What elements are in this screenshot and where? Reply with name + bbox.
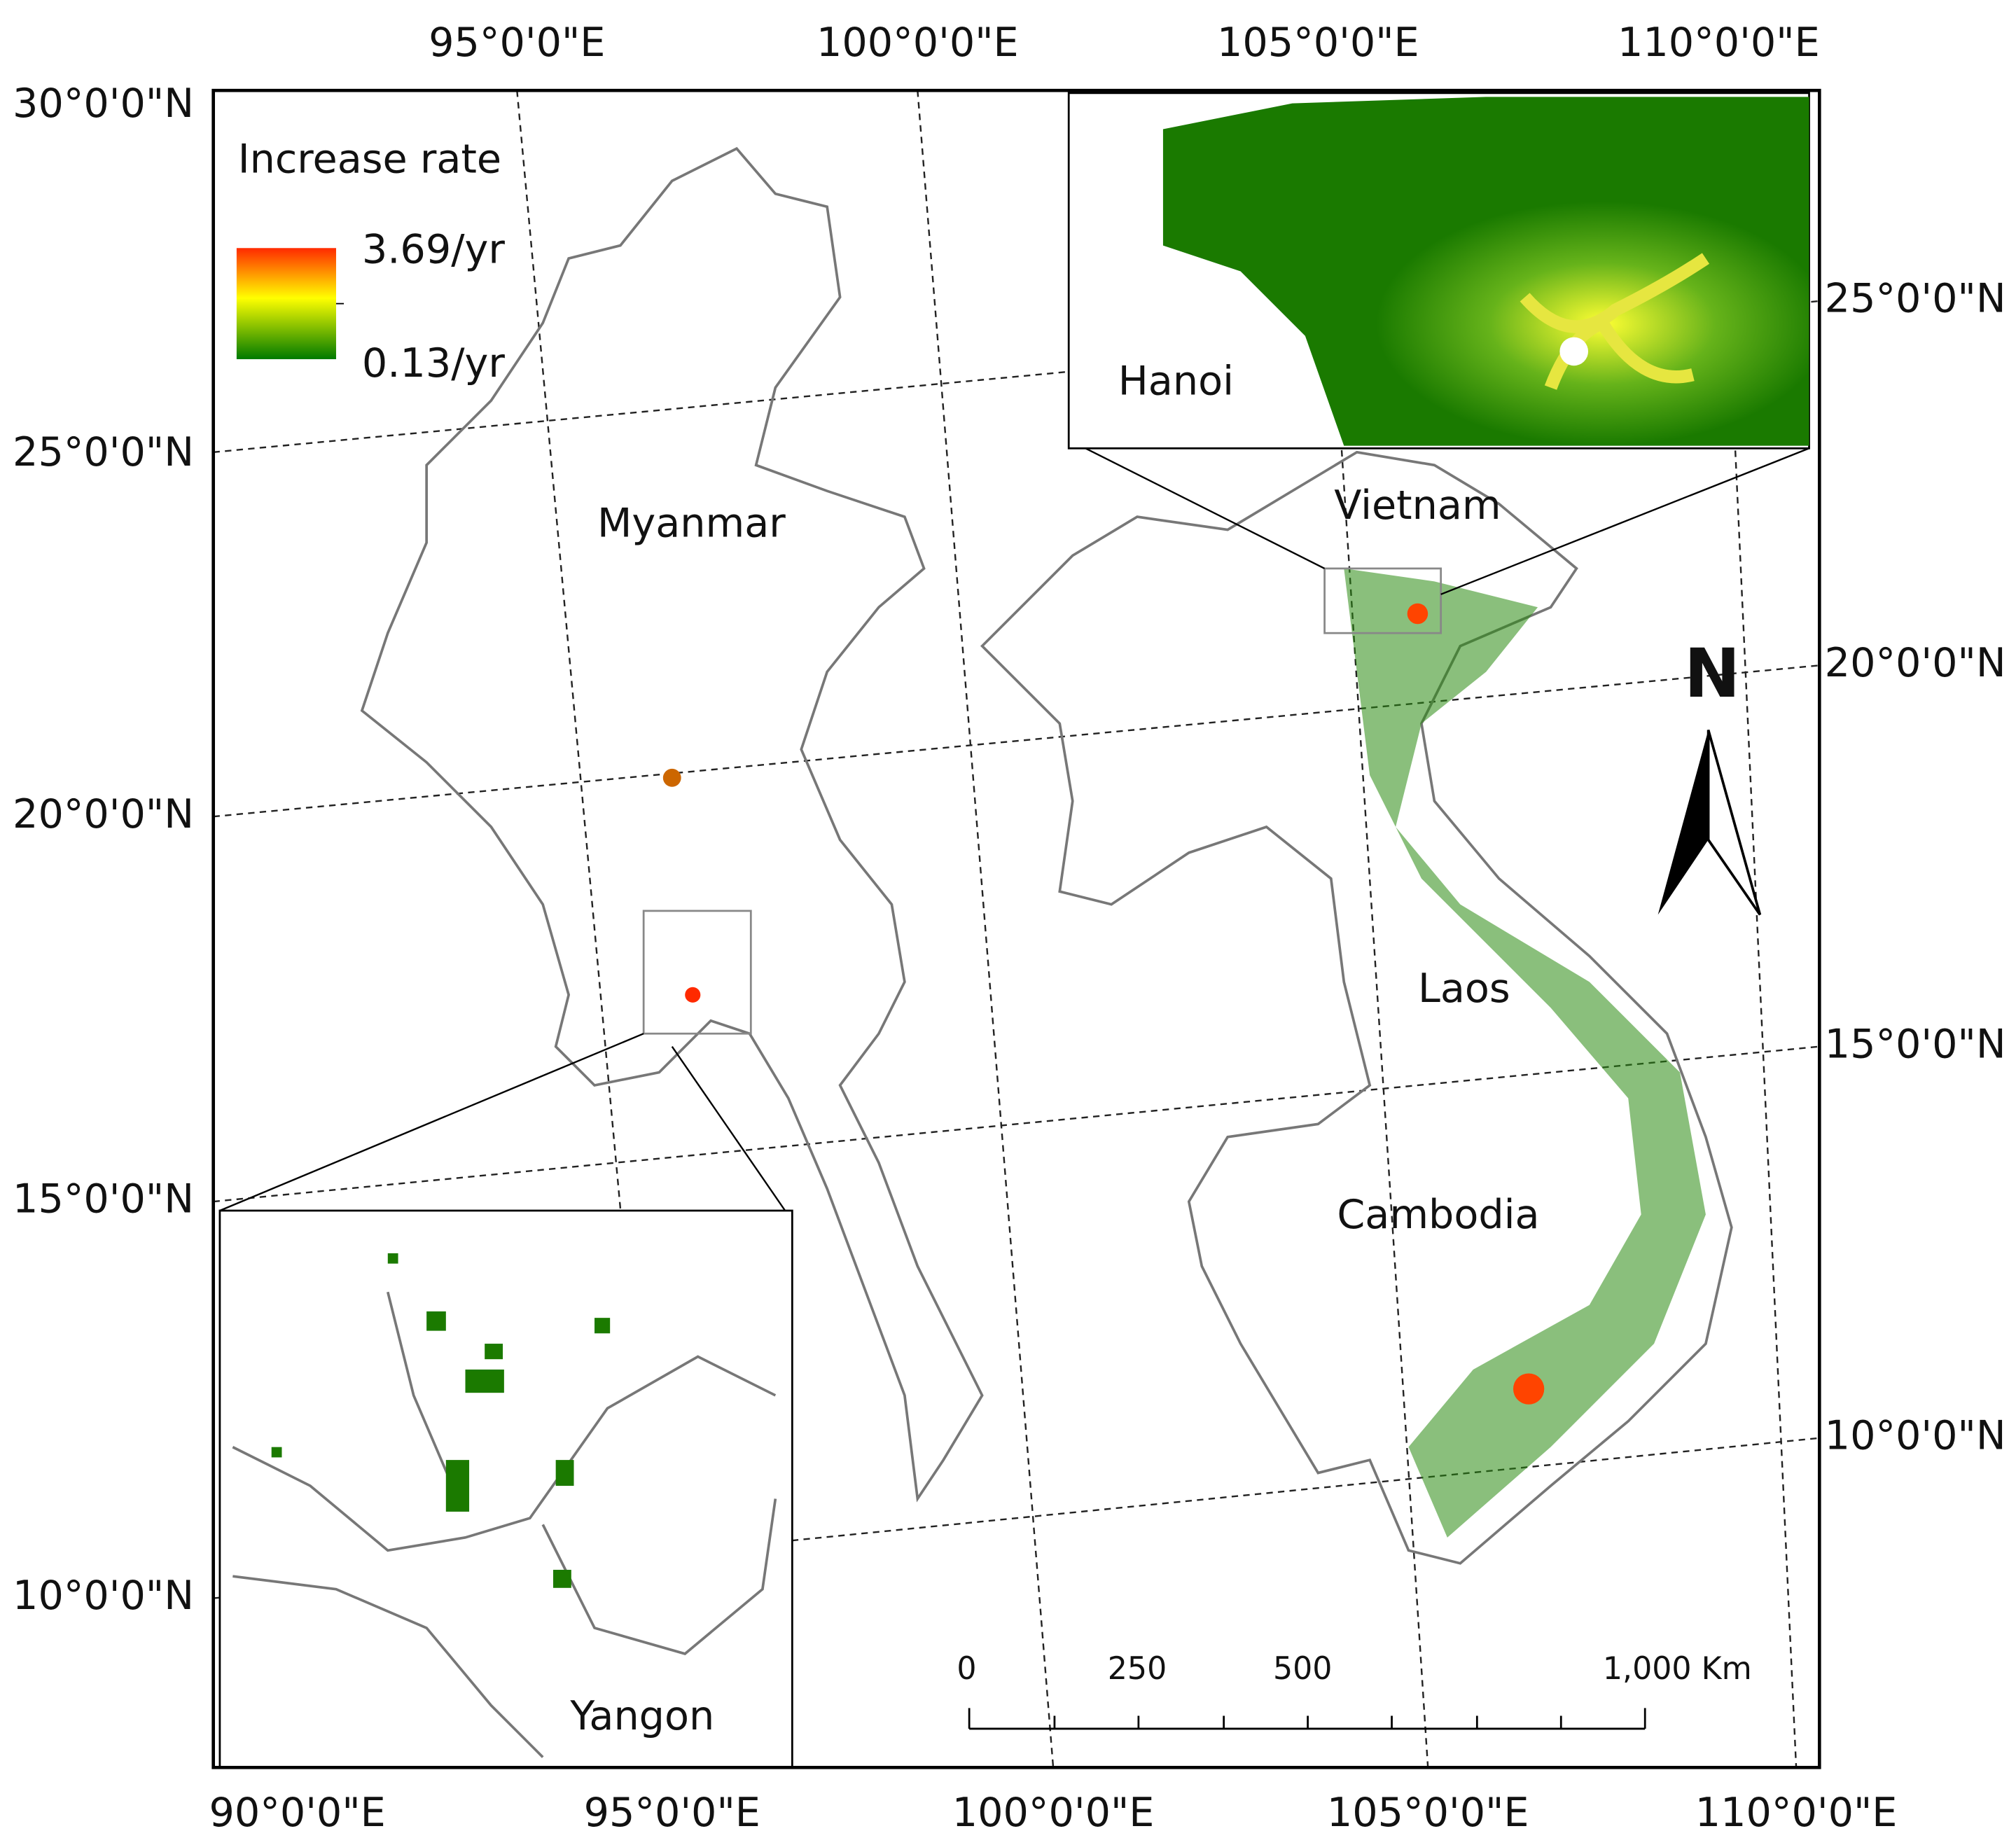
top-axis-label: 100°0'0"E (816, 20, 1019, 66)
hanoi-center (1559, 337, 1589, 366)
leader-line (1440, 447, 1809, 595)
country-label: Vietnam (1334, 482, 1501, 529)
bottom-axis-label: 105°0'0"E (1327, 1790, 1529, 1836)
hanoi-box (1323, 567, 1443, 634)
top-axis-label: 105°0'0"E (1217, 20, 1419, 66)
legend-min: 0.13/yr (362, 340, 505, 387)
hcmc-hotspot (1513, 1373, 1545, 1405)
yangon-lights (271, 1253, 611, 1588)
vietnam-lights (1344, 568, 1706, 1538)
scale-label: 250 (1108, 1651, 1167, 1687)
meridian (516, 90, 673, 1768)
legend-ramp (236, 248, 336, 359)
scale-label: 500 (1273, 1651, 1333, 1687)
leader-line (219, 1033, 644, 1212)
left-axis-label: 25°0'0"N (13, 429, 194, 475)
right-axis-label: 10°0'0"N (1825, 1412, 2006, 1458)
hanoi-raster (1162, 97, 1809, 446)
left-axis-label: 30°0'0"N (13, 81, 194, 127)
bottom-axis-label: 100°0'0"E (952, 1790, 1155, 1836)
yangon-box (642, 910, 752, 1035)
parallel (213, 1045, 1820, 1203)
yangon-rivers (232, 1291, 777, 1758)
hanoi-hotspot (1407, 603, 1428, 625)
right-axis-label: 15°0'0"N (1825, 1021, 2006, 1067)
bottom-axis-label: 110°0'0"E (1695, 1790, 1898, 1836)
right-axis-label: 25°0'0"N (1825, 276, 2006, 322)
leader-line (671, 1045, 793, 1222)
inset-label: Yangon (569, 1693, 714, 1739)
laos-vietnam-cambodia-outline (980, 450, 1733, 1565)
myanmar-outline (360, 146, 984, 1503)
left-axis-label: 20°0'0"N (13, 791, 194, 837)
yangon-inset (218, 1209, 793, 1769)
scale-bar (968, 1708, 1646, 1730)
legend-max: 3.69/yr (362, 226, 505, 272)
scale-label: 0 (957, 1651, 976, 1687)
north-arrow-right (1706, 730, 1762, 916)
parallel (213, 300, 1820, 454)
north-label: N (1684, 634, 1740, 713)
country-label: Cambodia (1337, 1192, 1539, 1238)
country-label: Laos (1418, 966, 1510, 1012)
country-label: Myanmar (597, 501, 786, 547)
mandalay-hotspot (662, 768, 681, 787)
parallel (213, 664, 1820, 818)
right-axis-label: 20°0'0"N (1825, 640, 2006, 686)
yangon-hotspot (685, 987, 701, 1003)
inset-label: Hanoi (1118, 358, 1234, 405)
meridian (917, 90, 1055, 1768)
left-axis-label: 10°0'0"N (13, 1573, 194, 1619)
left-axis-label: 15°0'0"N (13, 1176, 194, 1223)
north-arrow-left (1657, 730, 1709, 915)
top-axis-label: 95°0'0"E (429, 20, 605, 66)
map-frame (211, 88, 1821, 1769)
bottom-axis-label: 95°0'0"E (584, 1790, 760, 1836)
top-axis-label: 110°0'0"E (1618, 20, 1820, 66)
leader-line (1085, 447, 1326, 569)
bottom-axis-label: 90°0'0"E (209, 1790, 385, 1836)
legend-title: Increase rate (238, 136, 501, 182)
scale-label: 1,000 Km (1603, 1651, 1752, 1687)
